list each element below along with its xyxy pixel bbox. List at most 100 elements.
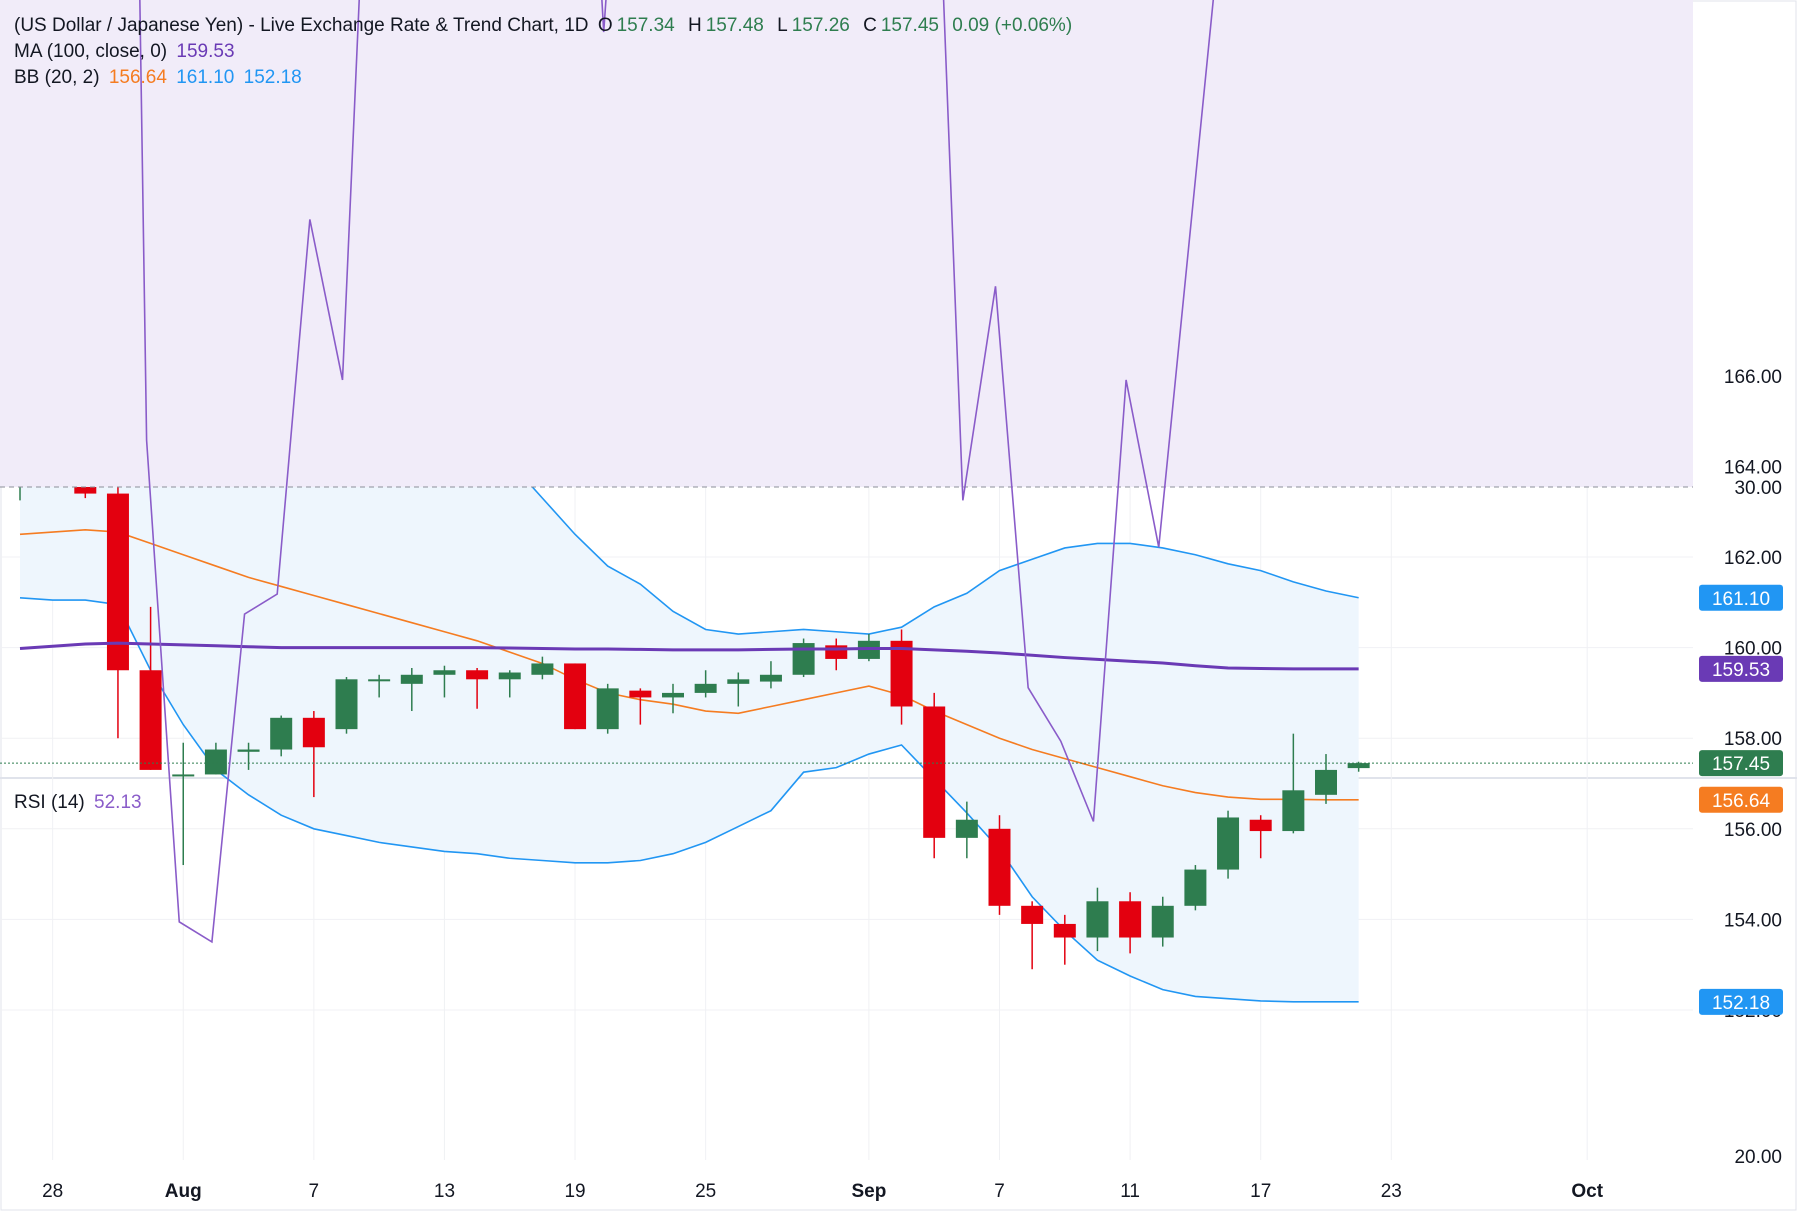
- candle: [1347, 761, 1370, 772]
- x-tick-label: Aug: [165, 1181, 202, 1202]
- x-tick-label: 23: [1381, 1181, 1402, 1202]
- candle: [400, 667, 423, 712]
- price-badge: 157.45: [1699, 750, 1783, 777]
- close-label: C: [863, 15, 877, 36]
- rsi-tick-label: 30.00: [1734, 478, 1782, 499]
- candle: [596, 683, 619, 734]
- rsi-legend-label: RSI (14): [14, 792, 85, 813]
- candle: [1151, 896, 1174, 947]
- candle-body: [400, 674, 423, 684]
- candle-body: [1119, 901, 1142, 938]
- high-label: H: [688, 15, 702, 36]
- candle: [1184, 865, 1207, 911]
- x-tick-label: 28: [42, 1181, 63, 1202]
- bb-legend-lower: 152.18: [243, 67, 302, 88]
- ma-legend[interactable]: MA (100, close, 0) 159.53: [14, 40, 239, 64]
- candle: [433, 665, 456, 698]
- candle-body: [1021, 905, 1044, 924]
- symbol-title: (US Dollar / Japanese Yen) - Live Exchan…: [14, 15, 589, 36]
- open-label: O: [597, 15, 613, 36]
- candle: [237, 742, 260, 770]
- price-tick-label: 166.00: [1724, 367, 1782, 388]
- open-value: 157.34: [616, 15, 675, 36]
- candle-body: [1282, 790, 1305, 832]
- rsi-legend[interactable]: RSI (14) 52.13: [14, 791, 146, 815]
- price-badge: 156.64: [1699, 786, 1783, 813]
- candle: [759, 661, 782, 689]
- candle-body: [1347, 763, 1370, 769]
- bb-legend[interactable]: BB (20, 2) 156.64 161.10 152.18: [14, 66, 306, 90]
- price-badge: 161.10: [1699, 584, 1783, 611]
- x-tick-label: 7: [309, 1181, 320, 1202]
- candle-body: [498, 672, 521, 680]
- candle-body: [433, 670, 456, 675]
- indicator-lines: [0, 641, 1693, 764]
- x-tick-label: 17: [1250, 1181, 1271, 1202]
- candle: [955, 801, 978, 859]
- rsi-band-fill: [0, 0, 1693, 487]
- candle: [466, 667, 489, 709]
- price-tick-label: 162.00: [1724, 548, 1782, 569]
- candle: [302, 711, 325, 798]
- candle: [1217, 810, 1240, 879]
- price-badge-text: 152.18: [1712, 993, 1770, 1014]
- x-tick-label: Oct: [1571, 1181, 1603, 1202]
- candle-body: [237, 749, 260, 752]
- price-badge-bg: [1699, 750, 1783, 777]
- candle-body: [368, 679, 391, 682]
- candle-body: [302, 717, 325, 748]
- candle: [890, 629, 913, 725]
- candle-body: [172, 774, 195, 777]
- bb-legend-label: BB (20, 2): [14, 67, 100, 88]
- candle: [106, 479, 129, 739]
- candle: [531, 656, 554, 680]
- x-tick-label: 25: [695, 1181, 716, 1202]
- candle-body: [335, 679, 358, 730]
- candle-body: [694, 683, 717, 693]
- candle: [988, 815, 1011, 915]
- bb-lower-line: [19, 596, 1359, 1003]
- candle: [662, 683, 684, 714]
- candle: [792, 638, 815, 678]
- price-badge-bg: [1699, 786, 1783, 813]
- price-badge-text: 156.64: [1712, 791, 1771, 812]
- candle-body: [466, 670, 489, 680]
- price-badge-bg: [1699, 655, 1783, 682]
- axes: 152.00154.00156.00158.00160.00162.00164.…: [42, 367, 1783, 1202]
- candle: [270, 715, 293, 757]
- candle: [727, 672, 750, 707]
- candle-body: [1217, 817, 1240, 870]
- x-tick-label: 7: [994, 1181, 1005, 1202]
- rsi-legend-value: 52.13: [94, 792, 142, 813]
- change-value: 0.09 (+0.06%): [952, 15, 1073, 36]
- candle: [335, 677, 358, 734]
- price-badge-text: 157.45: [1712, 754, 1770, 775]
- candle-body: [727, 679, 750, 684]
- price-badge: 159.53: [1699, 655, 1783, 682]
- candle: [564, 663, 587, 730]
- x-tick-label: 19: [564, 1181, 585, 1202]
- close-value: 157.45: [880, 15, 939, 36]
- candle-body: [662, 692, 684, 698]
- candle-body: [629, 690, 652, 698]
- candle-body: [955, 819, 978, 838]
- rsi-tick-label: 20.00: [1734, 1147, 1782, 1168]
- candle: [172, 742, 195, 866]
- bb-legend-basis: 156.64: [108, 67, 167, 88]
- candle-body: [890, 640, 913, 707]
- candle-body: [564, 663, 587, 730]
- candle: [629, 688, 652, 725]
- candle-body: [792, 643, 815, 675]
- rsi-pane: [0, 0, 1693, 944]
- price-badge-bg: [1699, 988, 1783, 1015]
- candle-body: [759, 674, 782, 682]
- candle: [1021, 901, 1044, 970]
- candle: [204, 742, 227, 775]
- ma-line: [19, 641, 1359, 671]
- ma-legend-value: 159.53: [176, 41, 235, 62]
- candle-body: [1249, 819, 1272, 832]
- candle-body: [1315, 769, 1337, 795]
- candle: [1086, 887, 1109, 952]
- candle: [694, 670, 717, 698]
